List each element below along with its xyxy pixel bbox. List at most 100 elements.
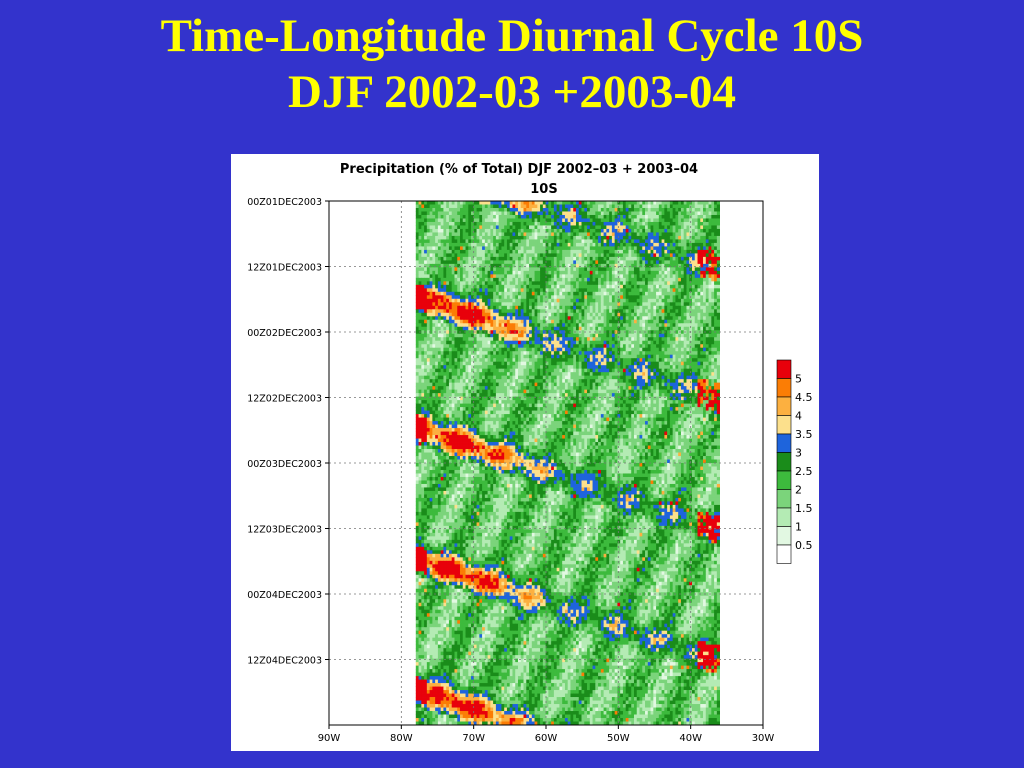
field-cell (631, 221, 635, 226)
field-cell (553, 263, 558, 268)
field-cell (661, 207, 665, 212)
field-cell (703, 354, 707, 359)
field-cell (443, 256, 447, 261)
field-cell (501, 267, 505, 272)
field-cell (567, 326, 571, 331)
field-cell (606, 260, 610, 265)
field-cell (653, 267, 657, 272)
field-cell (573, 221, 577, 226)
field-cell (523, 316, 527, 321)
field-cell (567, 298, 571, 303)
field-cell (437, 221, 442, 226)
field-cell (691, 281, 696, 286)
field-cell (578, 253, 582, 258)
field-cell (567, 211, 571, 216)
field-cell (628, 207, 632, 212)
field-cell (656, 256, 660, 261)
field-cell (636, 277, 640, 282)
field-cell (534, 323, 538, 328)
field-cell (440, 358, 444, 363)
field-cell (473, 204, 477, 209)
field-cell (587, 340, 591, 345)
field-cell (658, 207, 663, 212)
field-cell (656, 288, 660, 293)
field-cell (639, 221, 643, 226)
field-cell (595, 347, 599, 352)
field-cell (506, 281, 511, 286)
field-cell (658, 277, 663, 282)
field-cell (694, 330, 698, 335)
field-cell (498, 225, 502, 230)
field-cell (625, 277, 629, 282)
field-cell (705, 270, 709, 275)
field-cell (567, 242, 571, 247)
field-cell (465, 358, 469, 363)
field-cell (622, 305, 627, 310)
field-cell (415, 337, 419, 342)
field-cell (415, 235, 419, 240)
field-cell (606, 333, 610, 338)
field-cell (606, 330, 610, 335)
field-cell (482, 263, 486, 268)
field-cell (683, 267, 687, 272)
field-cell (642, 298, 646, 303)
field-cell (611, 263, 616, 268)
field-cell (437, 284, 442, 289)
field-cell (714, 204, 718, 209)
field-cell (540, 277, 544, 282)
field-cell (506, 239, 511, 244)
field-cell (639, 323, 643, 328)
field-cell (711, 253, 715, 258)
field-cell (691, 277, 696, 282)
field-cell (672, 263, 676, 268)
field-cell (592, 235, 596, 240)
field-cell (534, 326, 538, 331)
field-cell (633, 256, 638, 261)
field-cell (526, 309, 530, 314)
field-cell (451, 235, 455, 240)
field-cell (683, 256, 687, 261)
field-cell (625, 214, 629, 219)
field-cell (703, 263, 707, 268)
field-cell (672, 337, 676, 342)
field-cell (564, 281, 569, 286)
field-cell (429, 274, 433, 279)
field-cell (559, 291, 563, 296)
field-cell (540, 319, 544, 324)
field-cell (578, 270, 582, 275)
field-cell (482, 253, 486, 258)
field-cell (424, 214, 428, 219)
field-cell (498, 358, 502, 363)
field-cell (689, 242, 693, 247)
field-cell (429, 333, 433, 338)
field-cell (435, 218, 439, 223)
field-cell (650, 239, 654, 244)
field-cell (587, 291, 591, 296)
field-cell (551, 260, 555, 265)
field-cell (457, 326, 461, 331)
field-cell (459, 326, 464, 331)
field-cell (636, 270, 640, 275)
field-cell (520, 263, 524, 268)
field-cell (548, 326, 552, 331)
field-cell (600, 235, 605, 240)
field-cell (556, 256, 560, 261)
field-cell (432, 256, 436, 261)
field-cell (628, 214, 632, 219)
field-cell (418, 351, 422, 356)
field-cell (633, 211, 638, 216)
field-cell (711, 305, 715, 310)
field-cell (587, 246, 591, 251)
field-cell (504, 263, 508, 268)
field-cell (424, 267, 428, 272)
field-cell (523, 354, 527, 359)
field-cell (473, 214, 477, 219)
field-cell (479, 204, 483, 209)
field-cell (556, 354, 560, 359)
field-cell (708, 214, 712, 219)
field-cell (548, 235, 552, 240)
field-cell (575, 288, 580, 293)
field-cell (642, 281, 646, 286)
field-cell (523, 288, 527, 293)
field-cell (578, 323, 582, 328)
